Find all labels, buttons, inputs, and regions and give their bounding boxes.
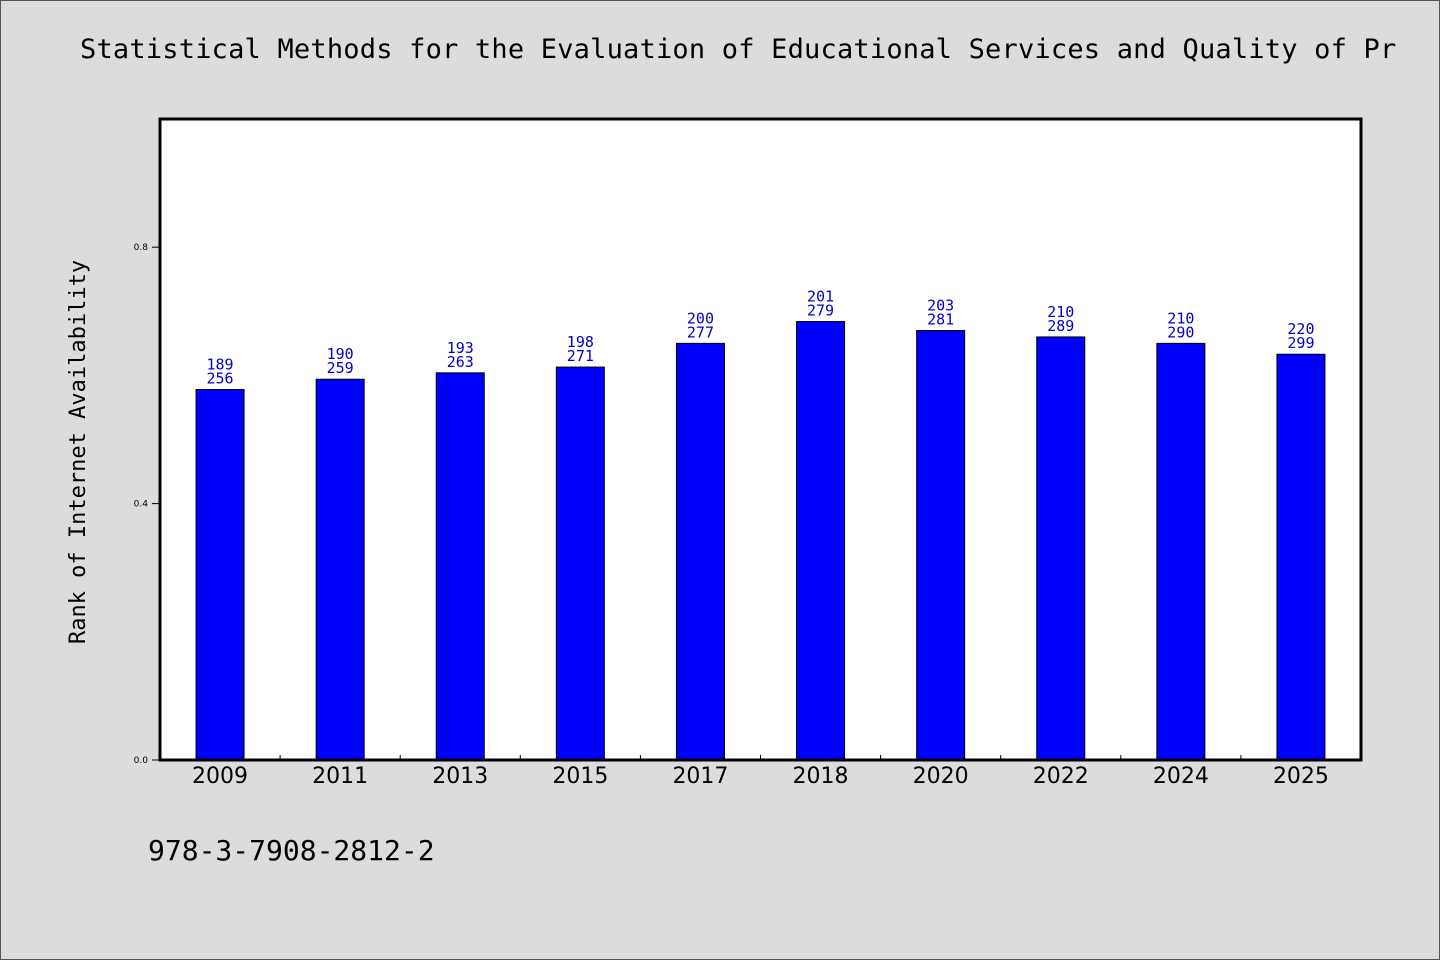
- x-ticks-layer: 2009 2011 2013 2015 2017 2018 2020 2022 2024 2025: [192, 755, 1329, 789]
- data-label-top: 200: [687, 309, 714, 327]
- y-ticks-layer: 0.0 0.4 0.8: [134, 243, 160, 766]
- data-label-top: 210: [1047, 303, 1074, 321]
- data-label-top: 210: [1167, 309, 1194, 327]
- bar: [1156, 342, 1206, 761]
- y-axis-label: Rank of Internet Availability: [66, 260, 91, 644]
- bar: [916, 330, 966, 761]
- isbn-code: 978-3-7908-2812-2: [148, 834, 435, 867]
- data-label-bottom: 263: [447, 353, 474, 371]
- data-label-bottom: 299: [1287, 334, 1314, 352]
- data-label-bottom: 289: [1047, 317, 1074, 335]
- data-label-bottom: 271: [567, 347, 594, 365]
- data-label-top: 203: [927, 297, 954, 315]
- x-tick-label: 2017: [672, 764, 728, 789]
- x-tick-label: 2015: [552, 764, 608, 789]
- data-label-top: 190: [327, 345, 354, 363]
- data-label-bottom: 259: [327, 359, 354, 377]
- data-label-top: 201: [807, 288, 834, 306]
- plot-border: [158, 117, 1363, 762]
- bar: [796, 321, 846, 761]
- chart-title: Statistical Methods for the Evaluation o…: [80, 34, 1397, 65]
- x-tick-label: 2013: [432, 764, 488, 789]
- y-tick-label: 0.0: [134, 756, 149, 766]
- bar: [315, 378, 365, 761]
- bar: [555, 366, 605, 761]
- bars-layer: [195, 321, 1326, 761]
- bar: [675, 342, 725, 761]
- data-label-bottom: 281: [927, 311, 954, 329]
- data-label-bottom: 279: [807, 302, 834, 320]
- x-tick-label: 2025: [1273, 764, 1329, 789]
- bar: [195, 389, 245, 761]
- y-tick-label: 0.4: [134, 500, 149, 510]
- data-label-bottom: 290: [1167, 323, 1194, 341]
- data-label-top: 189: [207, 356, 234, 374]
- x-tick-label: 2018: [793, 764, 849, 789]
- bar: [1036, 336, 1086, 761]
- x-tick-label: 2022: [1033, 764, 1089, 789]
- x-tick-label: 2011: [312, 764, 368, 789]
- bar: [435, 372, 485, 761]
- x-tick-label: 2009: [192, 764, 248, 789]
- data-label-bottom: 277: [687, 323, 714, 341]
- data-label-bottom: 256: [207, 370, 234, 388]
- data-label-top: 198: [567, 333, 594, 351]
- y-tick-label: 0.8: [134, 243, 149, 253]
- bar: [1276, 353, 1326, 761]
- data-label-top: 193: [447, 339, 474, 357]
- x-tick-label: 2020: [913, 764, 969, 789]
- data-label-top: 220: [1287, 320, 1314, 338]
- x-tick-label: 2024: [1153, 764, 1209, 789]
